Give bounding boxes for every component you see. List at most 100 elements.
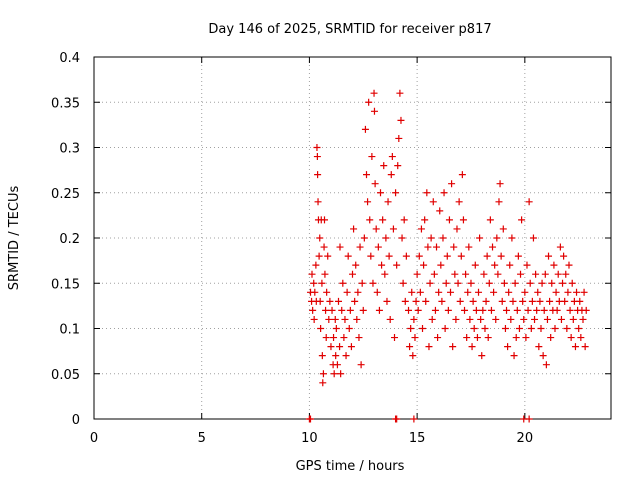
data-point [386,315,394,323]
data-point [383,297,391,305]
data-point [355,334,363,342]
data-point [319,379,327,387]
data-point [333,361,341,369]
data-point [409,352,417,360]
data-point [330,334,338,342]
data-point [423,189,431,197]
data-point [363,171,371,179]
data-point [392,189,400,197]
data-point [322,306,330,314]
data-point [406,343,414,351]
x-axis-label: GPS time / hours [296,459,405,474]
data-point [491,261,499,269]
y-tick-label: 0.25 [51,187,80,202]
data-point [462,270,470,278]
data-point [518,216,526,224]
data-point [466,315,474,323]
data-point [472,306,480,314]
data-point [471,261,479,269]
y-tick-labels: 0 0.05 0.1 0.15 0.2 0.25 0.3 0.35 0.4 [51,51,80,428]
data-point [500,279,508,287]
data-point [542,361,550,369]
data-point [378,261,386,269]
data-point [402,252,410,260]
data-point [508,234,516,242]
data-point [429,198,437,206]
x-tick-labels: 0 5 10 15 20 [90,431,533,446]
data-point [344,252,352,260]
data-point [523,261,531,269]
y-tick-label: 0 [72,413,80,428]
data-point [556,243,564,251]
grid-lines [94,57,611,419]
data-point [554,270,562,278]
data-point [311,288,319,296]
data-point [316,234,324,242]
data-point [320,243,328,251]
data-point [388,153,396,161]
data-point [579,315,587,323]
data-point [420,261,428,269]
data-point [513,306,521,314]
data-point [370,89,378,97]
data-point [450,243,458,251]
data-point [519,297,527,305]
data-point [364,198,372,206]
data-point [360,234,368,242]
data-point [524,306,532,314]
data-point [421,216,429,224]
data-point [323,288,331,296]
data-point [552,288,560,296]
data-point [490,288,498,296]
y-tick-label: 0.35 [51,96,80,111]
data-point [389,225,397,233]
data-point [342,352,350,360]
data-point [539,352,547,360]
data-point [535,343,543,351]
data-point [506,261,514,269]
data-point [511,279,519,287]
data-point [510,352,518,360]
data-point [515,325,523,332]
data-point [475,288,483,296]
data-point [339,279,347,287]
data-point [381,270,389,278]
data-point [367,252,375,260]
data-point [545,252,553,260]
data-point [375,306,383,314]
data-point [525,415,533,423]
data-point [440,189,448,197]
data-point [534,288,542,296]
data-point [430,270,438,278]
data-point [528,297,536,305]
data-point [433,243,441,251]
data-point [379,216,387,224]
y-axis-label: SRMTID / TECUs [7,186,22,291]
data-point [509,297,517,305]
data-point [464,288,472,296]
data-point [561,297,569,305]
x-tick-label: 10 [301,431,318,446]
data-point [533,306,541,314]
data-point [372,225,380,233]
data-point [349,270,356,278]
data-point [487,306,495,314]
data-point [341,315,349,323]
data-point [563,325,571,332]
data-point [569,315,577,323]
data-point [517,270,525,278]
data-point [496,180,504,188]
data-point [438,297,446,305]
data-point [428,315,436,323]
data-point [504,343,512,351]
data-point [497,252,505,260]
data-point [581,343,589,351]
data-point [453,225,461,233]
data-point [486,216,494,224]
data-point [407,325,415,332]
data-point [582,306,590,314]
data-point [575,325,583,332]
data-points [305,89,590,423]
data-point [405,306,413,314]
